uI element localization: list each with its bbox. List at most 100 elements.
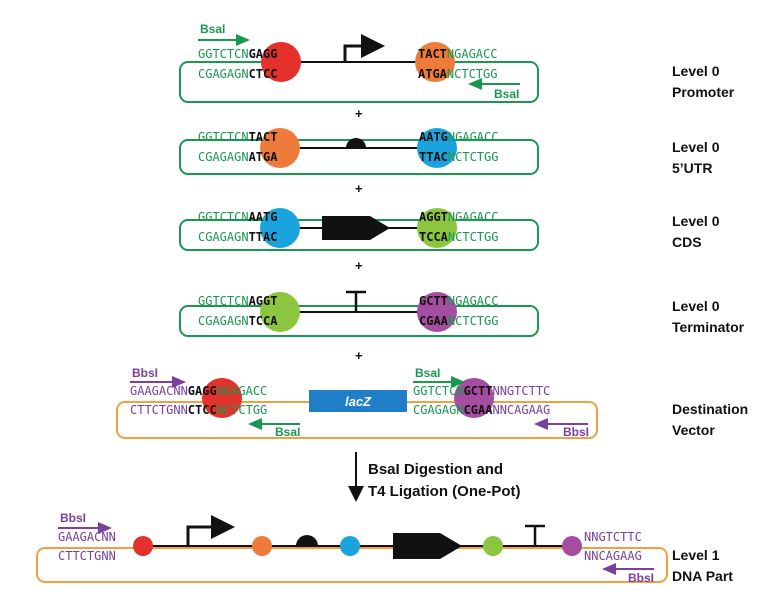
- step-line2: T4 Ligation (One-Pot): [368, 483, 520, 500]
- level0-cds: GGTCTCNAATG CGAGAGNTTAC AGGTNGAGACC TCCA…: [179, 208, 720, 251]
- svg-text:CGAGAGNTTAC: CGAGAGNTTAC: [198, 230, 277, 244]
- plus-sign: +: [355, 106, 363, 121]
- seq-top-left-overhang: GAGG: [188, 384, 217, 398]
- seq-top-left: GAAGACNN: [58, 530, 116, 544]
- seq-bot-right-grey: NCTCTGG: [448, 314, 499, 328]
- level-label-line1: Destination: [672, 401, 748, 417]
- bbsi-label-right: BbsI: [563, 425, 589, 439]
- seq-top-left-overhang: TACT: [249, 130, 278, 144]
- seq-bot-right-overhang: ATGA: [418, 67, 448, 81]
- level-label-line1: Level 0: [672, 139, 720, 155]
- overhang-circle-red: [133, 536, 153, 556]
- plus-sign: +: [355, 181, 363, 196]
- seq-bot-left-overhang: CTCC: [188, 403, 217, 417]
- level1-dna-part: BbsI GAAGACNN CTTCTGNN NNGTCTTC NNCAGAAG…: [36, 511, 733, 585]
- seq-bot-right-purple: NNCAGAAG: [492, 403, 550, 417]
- cds-icon: [322, 216, 390, 240]
- svg-text:GCTTNGAGACC: GCTTNGAGACC: [419, 294, 498, 308]
- step-line1: BsaI Digestion and: [368, 461, 503, 478]
- promoter-icon: [186, 515, 235, 546]
- level0-terminator: GGTCTCNAGGT CGAGAGNTCCA GCTTNGAGACC CGAA…: [179, 290, 745, 337]
- svg-text:CTTCTGNNCTCCNCTCTGG: CTTCTGNNCTCCNCTCTGG: [130, 403, 267, 417]
- seq-bot-left-overhang: CTCC: [249, 67, 278, 81]
- bbsi-label-left: BbsI: [132, 366, 158, 380]
- lacz-cassette: [309, 390, 407, 412]
- level-label-line2: Terminator: [672, 319, 745, 335]
- seq-top-left-purple: GAAGACNN: [130, 384, 188, 398]
- terminator-icon: [525, 524, 545, 546]
- svg-text:ATGANCTCTGG: ATGANCTCTGG: [418, 67, 497, 81]
- svg-text:CGAANCTCTGG: CGAANCTCTGG: [419, 314, 498, 328]
- seq-bot-right-overhang: CGAA: [419, 314, 449, 328]
- plus-sign: +: [355, 348, 363, 363]
- overhang-circle-blue: [340, 536, 360, 556]
- svg-text:GGTCTCNTACT: GGTCTCNTACT: [198, 130, 277, 144]
- seq-bot-left-grey: CGAGAGN: [198, 314, 249, 328]
- seq-bot-left-green: NCTCTGG: [217, 403, 268, 417]
- plus-sign: +: [355, 258, 363, 273]
- terminator-icon: [346, 290, 366, 312]
- overhang-circle-red: [261, 42, 301, 82]
- level-label-line2: Promoter: [672, 84, 735, 100]
- bsai-label-right: BsaI: [494, 87, 519, 101]
- svg-text:TTACNCTCTGG: TTACNCTCTGG: [419, 150, 498, 164]
- svg-text:CGAGAGNCGAANNCAGAAG: CGAGAGNCGAANNCAGAAG: [413, 403, 550, 417]
- cds-icon: [393, 533, 462, 559]
- svg-text:CGAGAGNATGA: CGAGAGNATGA: [198, 150, 278, 164]
- bsai-label-right: BsaI: [275, 425, 300, 439]
- level-label-line2: 5’UTR: [672, 160, 712, 176]
- rbs-icon: [296, 535, 318, 546]
- svg-text:CGAGAGNCTCC: CGAGAGNCTCC: [198, 67, 277, 81]
- seq-bot-right-grey: NCTCTGG: [448, 150, 499, 164]
- level0-5utr: GGTCTCNTACT CGAGAGNATGA AATGNGAGACC TTAC…: [179, 128, 720, 176]
- seq-bot-right-overhang: TCCA: [419, 230, 449, 244]
- seq-top-left-green: NGAGACC: [217, 384, 268, 398]
- seq-top-right-overhang: GCTT: [464, 384, 493, 398]
- seq-bot-right-grey: NCTCTGG: [447, 67, 498, 81]
- svg-text:GGTCTCNGCTTNNGTCTTC: GGTCTCNGCTTNNGTCTTC: [413, 384, 550, 398]
- promoter-icon: [343, 34, 385, 62]
- overhang-circle-orange: [260, 128, 300, 168]
- level-label-line2: DNA Part: [672, 568, 733, 584]
- seq-bot-left-overhang: TTAC: [249, 230, 278, 244]
- svg-text:GGTCTCNAGGT: GGTCTCNAGGT: [198, 294, 277, 308]
- seq-bot-left-grey: CGAGAGN: [198, 230, 249, 244]
- svg-text:GGTCTCNGAGG: GGTCTCNGAGG: [198, 47, 277, 61]
- seq-bot-right-grey: NCTCTGG: [448, 230, 499, 244]
- overhang-circle-orange: [415, 42, 455, 82]
- seq-bot-left-grey: CGAGAGN: [198, 150, 249, 164]
- seq-bot-left-overhang: ATGA: [249, 150, 279, 164]
- overhang-circle-lime: [260, 292, 300, 332]
- seq-bot-right-overhang: CGAA: [464, 403, 494, 417]
- seq-top-right-overhang: GCTT: [419, 294, 448, 308]
- seq-top-left-grey: GGTCTCN: [198, 210, 249, 224]
- seq-top-right-grey: NGAGACC: [448, 210, 499, 224]
- seq-bot-left-purple: CTTCTGNN: [130, 403, 188, 417]
- seq-bot-right-overhang: TTAC: [419, 150, 448, 164]
- level0-promoter: GGTCTCNGAGG CGAGAGNCTCC TACTNGAGACC ATGA…: [179, 22, 735, 103]
- bbsi-label-left: BbsI: [60, 511, 86, 525]
- lacz-label: lacZ: [345, 394, 372, 409]
- seq-top-right-overhang: AATG: [419, 130, 448, 144]
- svg-text:TCCANCTCTGG: TCCANCTCTGG: [419, 230, 498, 244]
- seq-top-left-overhang: AATG: [249, 210, 278, 224]
- level-label-line2: Vector: [672, 422, 715, 438]
- seq-bot-right: NNCAGAAG: [584, 549, 642, 563]
- svg-text:GGTCTCNAATG: GGTCTCNAATG: [198, 210, 277, 224]
- overhang-circle-magenta: [417, 292, 457, 332]
- seq-top-right-grey: NGAGACC: [448, 130, 499, 144]
- svg-text:GAAGACNNGAGGNGAGACC: GAAGACNNGAGGNGAGACC: [130, 384, 267, 398]
- overhang-circle-blue: [417, 128, 457, 168]
- seq-top-right-grey: NGAGACC: [447, 47, 498, 61]
- svg-text:TACTNGAGACC: TACTNGAGACC: [418, 47, 497, 61]
- seq-bot-left-overhang: TCCA: [249, 314, 279, 328]
- overhang-circle-magenta: [454, 378, 494, 418]
- seq-top-left-grey: GGTCTCN: [198, 47, 249, 61]
- overhang-circle-blue: [260, 208, 300, 248]
- bsai-label-left: BsaI: [415, 366, 440, 380]
- level-label-line1: Level 0: [672, 298, 720, 314]
- seq-top-right-purple: NNGTCTTC: [492, 384, 550, 398]
- level-label-line2: CDS: [672, 234, 702, 250]
- overhang-circle-lime: [483, 536, 503, 556]
